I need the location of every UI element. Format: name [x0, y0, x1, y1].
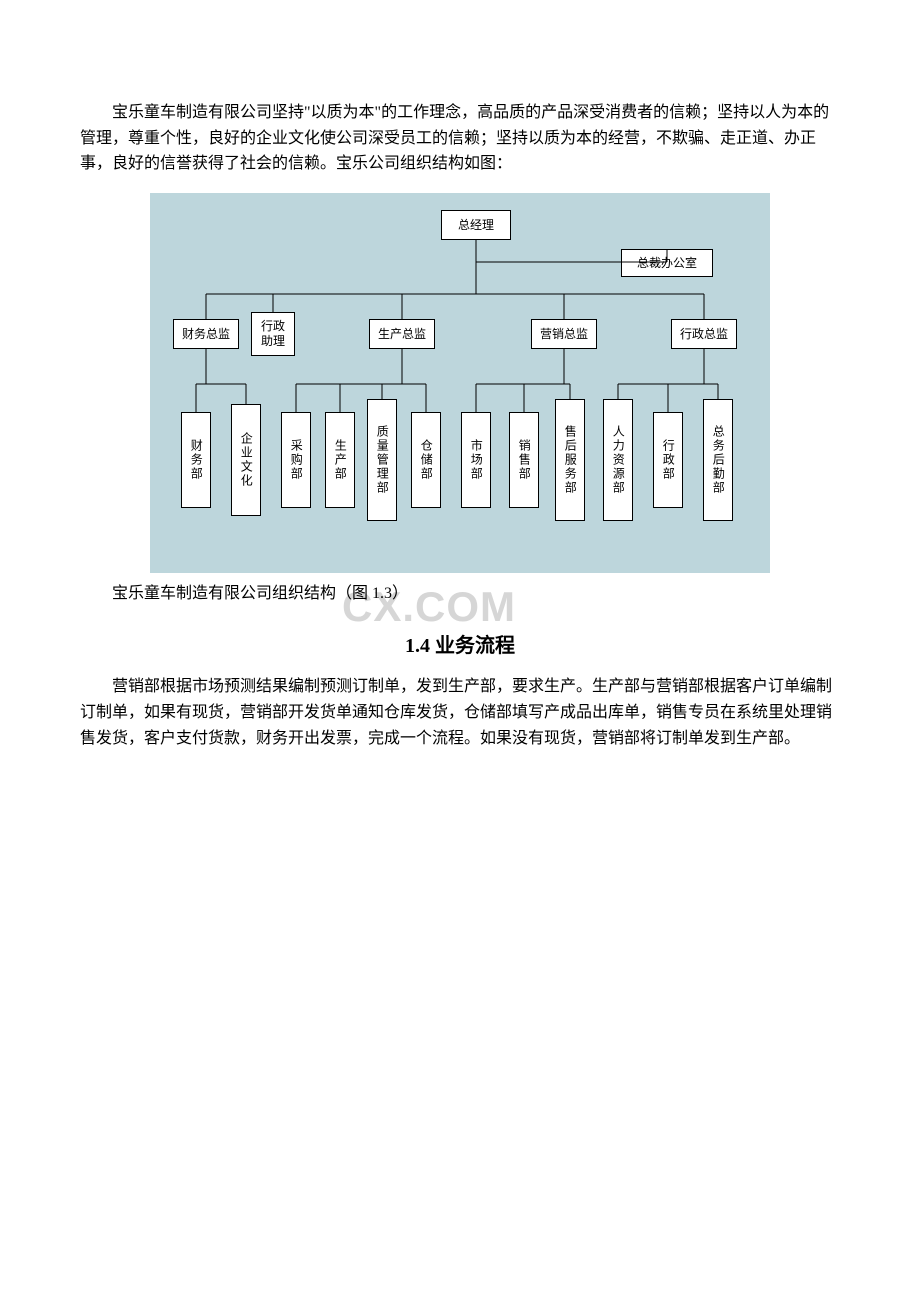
node-dept-9: 人力资源部 — [603, 399, 633, 521]
node-l2-0: 财务总监 — [182, 327, 230, 341]
node-l2-3: 营销总监 — [540, 327, 588, 341]
node-gm-label: 总经理 — [458, 218, 494, 232]
node-dept-3: 生产部 — [325, 412, 355, 508]
node-ceo-office-label: 总裁办公室 — [637, 256, 697, 270]
org-chart: 总经理 总裁办公室 财务总监 行政 助理 生产总监 营销总监 行政总监 财务部 … — [150, 193, 770, 573]
node-dept-4: 质量管理部 — [367, 399, 397, 521]
node-l2-4: 行政总监 — [680, 327, 728, 341]
node-prod-director: 生产总监 — [369, 319, 435, 349]
section-heading-14: 1.4 业务流程 — [80, 630, 840, 662]
node-gm: 总经理 — [441, 210, 511, 240]
node-dept-2: 采购部 — [281, 412, 311, 508]
caption-text: 宝乐童车制造有限公司组织结构（图 1.3） — [112, 585, 408, 602]
node-admin-director: 行政总监 — [671, 319, 737, 349]
chart-caption: CX.COM 宝乐童车制造有限公司组织结构（图 1.3） — [80, 581, 840, 607]
node-fin-director: 财务总监 — [173, 319, 239, 349]
node-dept-8: 售后服务部 — [555, 399, 585, 521]
node-dept-0: 财务部 — [181, 412, 211, 508]
node-l2-1: 行政 助理 — [261, 319, 285, 348]
node-dept-10: 行政部 — [653, 412, 683, 508]
org-chart-container: 总经理 总裁办公室 财务总监 行政 助理 生产总监 营销总监 行政总监 财务部 … — [150, 193, 770, 573]
intro-paragraph: 宝乐童车制造有限公司坚持"以质为本"的工作理念，高品质的产品深受消费者的信赖；坚… — [80, 100, 840, 177]
node-dept-1: 企业文化 — [231, 404, 261, 516]
process-paragraph: 营销部根据市场预测结果编制预测订制单，发到生产部，要求生产。生产部与营销部根据客… — [80, 674, 840, 751]
node-ceo-office: 总裁办公室 — [621, 249, 713, 277]
node-dept-5: 仓储部 — [411, 412, 441, 508]
node-admin-assistant: 行政 助理 — [251, 312, 295, 356]
node-l2-2: 生产总监 — [378, 327, 426, 341]
node-dept-6: 市场部 — [461, 412, 491, 508]
node-mkt-director: 营销总监 — [531, 319, 597, 349]
node-dept-11: 总务后勤部 — [703, 399, 733, 521]
node-dept-7: 销售部 — [509, 412, 539, 508]
